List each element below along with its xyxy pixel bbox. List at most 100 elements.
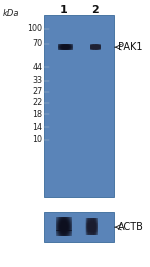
Bar [63, 48, 64, 49]
Bar [64, 234, 65, 235]
Bar [87, 225, 88, 226]
Bar [68, 45, 69, 46]
Bar [64, 225, 65, 226]
Bar [92, 223, 93, 224]
Bar [89, 228, 90, 229]
Bar [65, 220, 66, 221]
Bar [91, 49, 92, 50]
Bar [58, 49, 59, 50]
Bar [71, 227, 72, 229]
Bar [92, 49, 93, 50]
Bar [58, 219, 59, 220]
Bar [95, 220, 96, 221]
Bar [87, 229, 88, 230]
Bar [60, 234, 61, 235]
Bar [68, 232, 69, 233]
Bar [69, 46, 70, 47]
Bar [56, 219, 57, 220]
Bar [71, 218, 72, 219]
Bar [97, 220, 98, 221]
Bar [94, 227, 95, 228]
Bar [98, 45, 99, 46]
Bar [91, 226, 92, 227]
Bar [89, 220, 90, 221]
Bar [92, 48, 93, 49]
Bar [71, 223, 72, 224]
Bar [58, 234, 59, 235]
Bar [60, 235, 61, 236]
Bar [91, 221, 92, 222]
Bar [65, 47, 66, 48]
Bar [69, 232, 70, 233]
Bar [69, 230, 70, 231]
Bar [71, 231, 72, 233]
Bar [93, 219, 94, 220]
Bar [57, 233, 58, 234]
Bar [71, 222, 72, 223]
Bar [64, 234, 65, 235]
Bar [88, 218, 89, 219]
Bar [88, 226, 89, 227]
Bar [67, 44, 68, 45]
Bar [87, 227, 88, 228]
Bar [62, 233, 63, 234]
Bar [87, 230, 88, 231]
Bar [93, 231, 94, 232]
Bar [93, 218, 94, 219]
Bar [61, 223, 62, 224]
Bar [59, 234, 60, 235]
Bar [59, 45, 60, 46]
Bar [58, 227, 59, 229]
Bar [94, 231, 95, 232]
Bar [99, 47, 100, 48]
Bar [90, 218, 91, 219]
Bar [61, 46, 62, 47]
Bar [66, 219, 67, 220]
Bar [98, 49, 99, 50]
Bar [66, 218, 67, 219]
Bar [92, 226, 93, 227]
Bar [66, 44, 67, 45]
Bar [61, 232, 62, 233]
Bar [56, 226, 57, 227]
Bar [63, 45, 64, 46]
Bar [97, 230, 98, 231]
Bar [71, 46, 72, 47]
Bar [97, 45, 98, 46]
Bar [57, 235, 58, 236]
Bar [65, 218, 66, 219]
Bar [70, 232, 71, 233]
Bar [96, 225, 97, 226]
Bar [60, 220, 61, 221]
Bar [70, 47, 71, 48]
Bar [66, 232, 67, 233]
Bar [88, 234, 89, 235]
Bar [70, 231, 71, 233]
Bar [92, 220, 93, 221]
Bar [94, 233, 95, 234]
Bar [96, 234, 97, 235]
Bar [91, 234, 92, 235]
Bar [65, 45, 66, 46]
Bar [97, 221, 98, 222]
Bar [85, 225, 86, 226]
Bar [58, 48, 59, 49]
Bar [64, 231, 65, 233]
Bar [71, 230, 72, 231]
Bar [100, 47, 101, 48]
Bar [100, 48, 101, 49]
Bar [91, 49, 92, 50]
Bar [69, 235, 70, 236]
Bar [59, 49, 60, 50]
Bar [96, 49, 97, 50]
Bar [59, 231, 60, 233]
Bar [70, 222, 71, 223]
Bar [60, 231, 61, 233]
Bar [60, 47, 61, 48]
Bar [56, 229, 57, 230]
Bar [64, 47, 65, 48]
Bar [72, 49, 73, 50]
Bar [64, 222, 65, 223]
Bar [64, 219, 65, 220]
Bar [96, 231, 97, 232]
